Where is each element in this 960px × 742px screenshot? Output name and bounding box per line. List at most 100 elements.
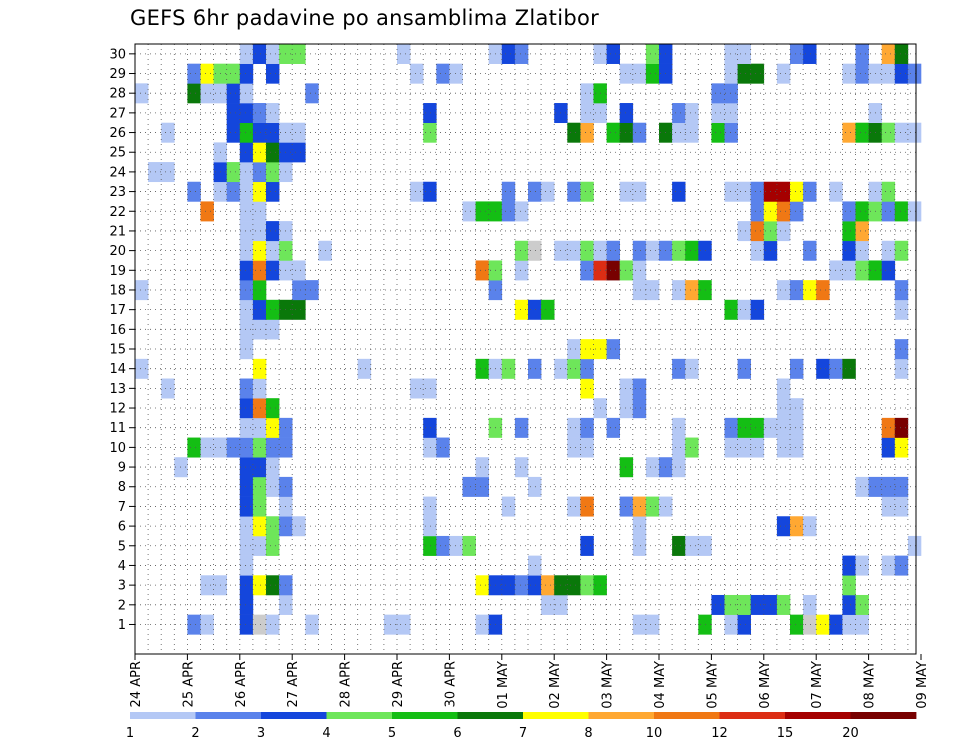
heatmap-cell bbox=[239, 181, 254, 202]
colorbar: 1 2 3 4 5 6 7 8 10 12 15 20 bbox=[126, 712, 917, 741]
heatmap-cell bbox=[226, 63, 241, 84]
heatmap-cell bbox=[894, 496, 909, 517]
heatmap-cell bbox=[619, 398, 634, 419]
heatmap-cell bbox=[776, 221, 791, 242]
heatmap-cell bbox=[580, 83, 594, 104]
heatmap-cell bbox=[239, 398, 254, 419]
heatmap-cell bbox=[894, 44, 909, 64]
heatmap-cell bbox=[239, 162, 254, 183]
heatmap-cell bbox=[750, 63, 765, 84]
y-tick-label: 10 bbox=[109, 441, 126, 456]
heatmap-cell bbox=[567, 358, 581, 379]
heatmap-cell bbox=[161, 122, 175, 143]
heatmap-cell bbox=[423, 535, 437, 556]
heatmap-cell bbox=[528, 240, 542, 261]
heatmap-cell bbox=[226, 181, 241, 202]
heatmap-cell bbox=[239, 496, 254, 517]
heatmap-cell bbox=[619, 457, 634, 478]
heatmap-cell bbox=[397, 44, 411, 64]
heatmap-cell bbox=[266, 181, 280, 202]
heatmap-cell bbox=[475, 358, 489, 379]
x-tick-label: 25 APR bbox=[181, 661, 196, 707]
heatmap-cell bbox=[501, 201, 516, 222]
x-tick-label: 27 APR bbox=[286, 661, 301, 707]
heatmap-cell bbox=[737, 437, 751, 458]
heatmap-cell bbox=[239, 417, 254, 438]
heatmap-cell bbox=[423, 496, 437, 517]
heatmap-cell bbox=[842, 240, 856, 261]
heatmap-cell bbox=[672, 103, 686, 124]
heatmap-cell bbox=[711, 83, 725, 104]
heatmap-cell bbox=[724, 299, 738, 320]
heatmap-cell bbox=[737, 614, 751, 635]
heatmap-cell bbox=[894, 122, 909, 143]
heatmap-cell bbox=[842, 122, 856, 143]
heatmap-cell bbox=[790, 44, 804, 64]
heatmap-cell bbox=[266, 103, 280, 124]
heatmap-cell bbox=[842, 555, 856, 576]
heatmap-cell bbox=[672, 358, 686, 379]
heatmap-cell bbox=[842, 575, 856, 596]
colorbar-label: 2 bbox=[191, 726, 199, 741]
heatmap-cell bbox=[881, 181, 896, 202]
heatmap-cell bbox=[266, 457, 280, 478]
heatmap-cell bbox=[200, 614, 214, 635]
heatmap-cell bbox=[292, 142, 306, 163]
heatmap-cell bbox=[619, 496, 634, 517]
heatmap-cell bbox=[514, 299, 529, 320]
heatmap-cell bbox=[501, 181, 516, 202]
heatmap-cell bbox=[266, 516, 280, 537]
heatmap-cell bbox=[252, 221, 267, 242]
heatmap-cell bbox=[711, 103, 725, 124]
heatmap-cell bbox=[645, 44, 660, 64]
heatmap-cell bbox=[894, 280, 909, 301]
heatmap-cell bbox=[239, 142, 254, 163]
y-tick-label: 18 bbox=[109, 283, 126, 298]
heatmap-cell bbox=[776, 63, 791, 84]
x-tick-label: 07 MAY bbox=[810, 661, 825, 709]
heatmap-cell bbox=[672, 457, 686, 478]
y-tick-label: 14 bbox=[109, 362, 126, 377]
heatmap-cell bbox=[803, 516, 817, 537]
heatmap-cell bbox=[894, 201, 909, 222]
heatmap-cell bbox=[855, 63, 869, 84]
heatmap-cell bbox=[907, 63, 922, 84]
x-tick-label: 03 MAY bbox=[601, 661, 616, 709]
heatmap-cell bbox=[187, 437, 201, 458]
heatmap-cell bbox=[252, 122, 267, 143]
heatmap-cell bbox=[462, 476, 476, 497]
heatmap-cell bbox=[685, 103, 699, 124]
y-tick-label: 15 bbox=[109, 343, 126, 358]
colorbar-label: 4 bbox=[322, 726, 330, 741]
heatmap-cell bbox=[305, 83, 319, 104]
heatmap-cell bbox=[632, 496, 647, 517]
heatmap-cell bbox=[567, 575, 581, 596]
heatmap-cell bbox=[632, 614, 647, 635]
heatmap-cell bbox=[816, 280, 830, 301]
heatmap-cell bbox=[423, 516, 437, 537]
heatmap-cell bbox=[672, 181, 686, 202]
heatmap-cell bbox=[305, 614, 319, 635]
heatmap-cell bbox=[750, 240, 765, 261]
y-tick-label: 12 bbox=[109, 402, 126, 417]
heatmap-cell bbox=[672, 122, 686, 143]
colorbar-label: 10 bbox=[646, 726, 663, 741]
heatmap-cell bbox=[776, 201, 791, 222]
heatmap-cell bbox=[239, 221, 254, 242]
heatmap-cell bbox=[632, 240, 647, 261]
heatmap-cell bbox=[161, 378, 175, 399]
heatmap-cell bbox=[619, 378, 634, 399]
heatmap-cell bbox=[541, 594, 555, 615]
heatmap-cell bbox=[685, 122, 699, 143]
colorbar-swatch bbox=[654, 712, 720, 719]
y-tick-label: 3 bbox=[118, 579, 126, 594]
heatmap-cell bbox=[685, 280, 699, 301]
heatmap-cell bbox=[226, 437, 241, 458]
heatmap-cell bbox=[239, 594, 254, 615]
heatmap-cell bbox=[462, 201, 476, 222]
heatmap-cell bbox=[724, 44, 738, 64]
heatmap-cell bbox=[855, 614, 869, 635]
y-tick-label: 23 bbox=[109, 185, 126, 200]
heatmap-cell bbox=[266, 260, 280, 281]
